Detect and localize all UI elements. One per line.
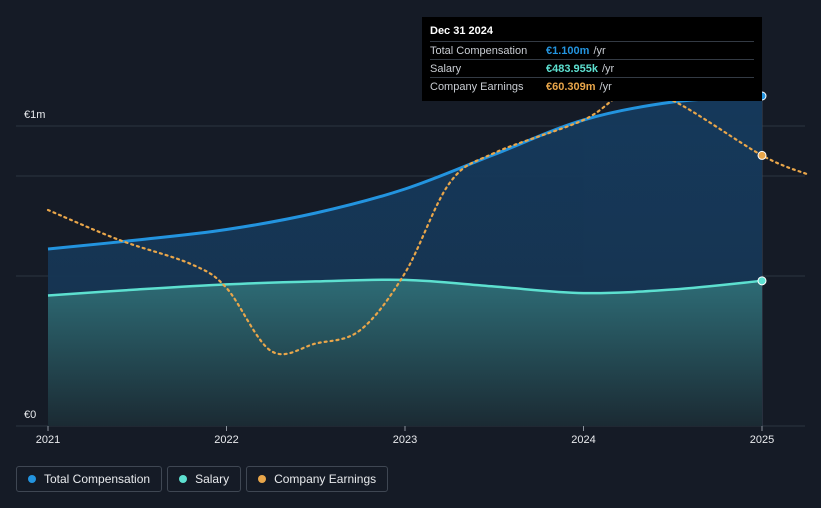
- tooltip-value: €483.955k: [546, 62, 598, 75]
- legend-label: Company Earnings: [274, 472, 377, 486]
- tooltip-row-total: Total Compensation €1.100m /yr: [430, 41, 754, 59]
- legend-dot-icon: [258, 475, 267, 483]
- legend-dot-icon: [28, 475, 36, 483]
- salary-line: [47, 278, 763, 297]
- y-tick-label: €0: [24, 409, 36, 421]
- x-tick-label: 2021: [36, 434, 60, 446]
- tooltip: Dec 31 2024 Total Compensation €1.100m /…: [422, 17, 762, 101]
- tooltip-date: Dec 31 2024: [430, 25, 493, 37]
- tooltip-label: Company Earnings: [430, 80, 524, 93]
- x-tick-label: 2025: [750, 434, 774, 446]
- company-earnings-marker: [757, 150, 767, 160]
- legend: Total Compensation Salary Company Earnin…: [16, 466, 389, 492]
- tooltip-value: €1.100m: [546, 44, 590, 57]
- x-tick-label: 2024: [571, 434, 595, 446]
- salary-marker: [757, 276, 767, 286]
- tooltip-value: €60.309m: [546, 80, 596, 93]
- tooltip-row-earnings: Company Earnings €60.309m /yr: [430, 77, 754, 95]
- tooltip-unit: /yr: [602, 62, 615, 75]
- tooltip-unit: /yr: [593, 44, 606, 57]
- tooltip-row-salary: Salary €483.955k /yr: [430, 59, 754, 77]
- legend-label: Salary: [195, 472, 230, 486]
- salary-area: [48, 279, 762, 426]
- total-compensation-line: [47, 94, 763, 251]
- legend-item-salary[interactable]: Salary: [167, 466, 242, 492]
- tooltip-label: Total Compensation: [430, 44, 528, 57]
- legend-item-company-earnings[interactable]: Company Earnings: [246, 466, 389, 492]
- tooltip-unit: /yr: [599, 80, 612, 93]
- tooltip-label: Salary: [430, 62, 462, 75]
- compensation-chart: €1m €0 2021 2022 2023 2024 2025: [16, 88, 808, 446]
- legend-dot-icon: [179, 475, 188, 483]
- legend-label: Total Compensation: [44, 472, 151, 486]
- y-tick-label: €1m: [24, 109, 45, 121]
- legend-item-total-compensation[interactable]: Total Compensation: [16, 466, 163, 492]
- x-tick-label: 2023: [393, 434, 417, 446]
- x-tick-label: 2022: [214, 434, 238, 446]
